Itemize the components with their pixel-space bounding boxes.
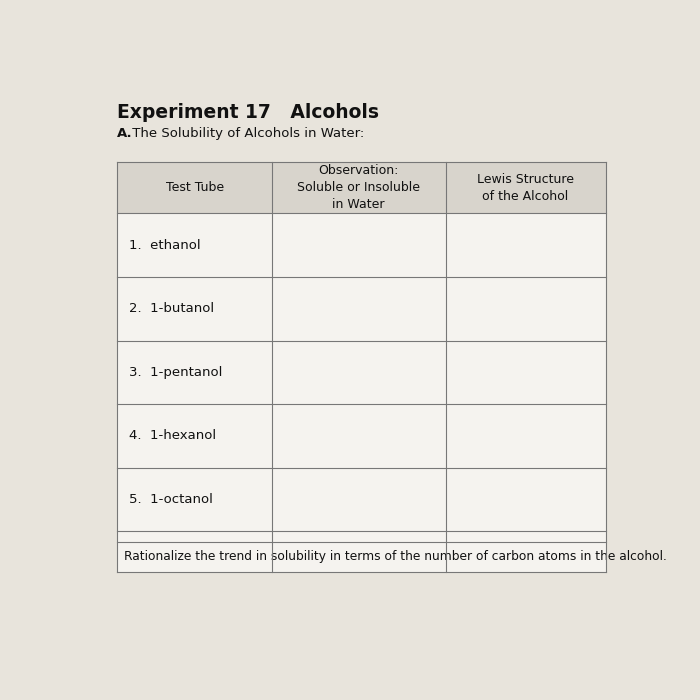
Text: 3.  1-pentanol: 3. 1-pentanol — [130, 366, 223, 379]
Text: Observation:
Soluble or Insoluble
in Water: Observation: Soluble or Insoluble in Wat… — [298, 164, 420, 211]
Text: Lewis Structure
of the Alcohol: Lewis Structure of the Alcohol — [477, 173, 574, 203]
Bar — [118, 542, 606, 572]
Text: 2.  1-butanol: 2. 1-butanol — [130, 302, 214, 315]
Text: The Solubility of Alcohols in Water:: The Solubility of Alcohols in Water: — [128, 127, 365, 140]
Text: 4.  1-hexanol: 4. 1-hexanol — [130, 430, 216, 442]
Text: 5.  1-octanol: 5. 1-octanol — [130, 493, 213, 506]
Text: 1.  ethanol: 1. ethanol — [130, 239, 201, 252]
Text: A.: A. — [118, 127, 133, 140]
Text: Rationalize the trend in solubility in terms of the number of carbon atoms in th: Rationalize the trend in solubility in t… — [124, 550, 666, 564]
Bar — [118, 162, 606, 572]
Text: Experiment 17   Alcohols: Experiment 17 Alcohols — [118, 103, 379, 122]
Text: Test Tube: Test Tube — [166, 181, 224, 195]
Bar — [118, 162, 606, 214]
